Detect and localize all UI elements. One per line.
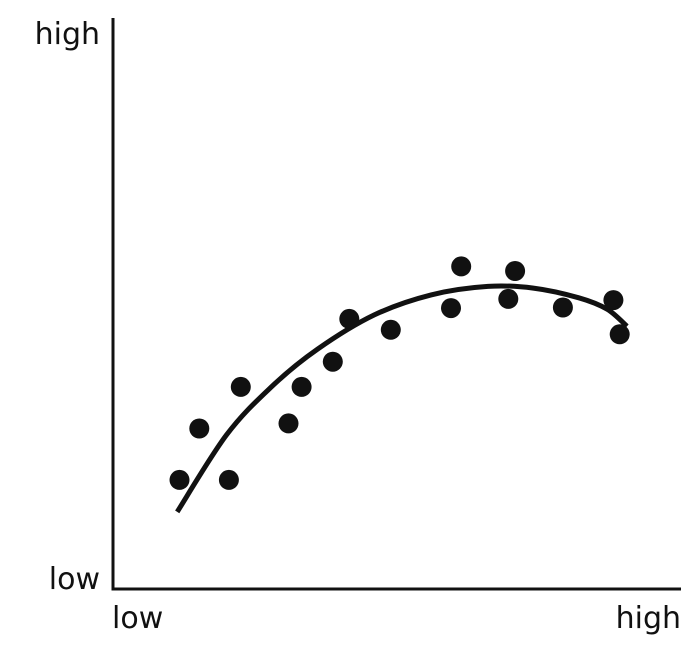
- data-point: [278, 413, 299, 434]
- x-axis-min-label: low: [112, 601, 163, 636]
- x-axis-max-label: high: [616, 601, 681, 636]
- data-point: [230, 376, 251, 397]
- data-point: [451, 256, 472, 277]
- data-point: [189, 418, 210, 439]
- data-point: [552, 297, 573, 318]
- data-point: [498, 288, 519, 309]
- data-point: [339, 308, 360, 329]
- data-point: [322, 351, 343, 372]
- plot-area: [169, 256, 630, 514]
- y-axis-min-label: low: [49, 562, 100, 597]
- data-point: [609, 324, 630, 345]
- y-axis-max-label: high: [35, 17, 100, 52]
- data-point: [291, 376, 312, 397]
- data-point: [218, 469, 239, 490]
- data-point: [441, 298, 461, 319]
- data-point: [505, 261, 526, 281]
- trend-curve: [175, 283, 629, 514]
- data-point: [603, 290, 624, 311]
- data-point: [380, 319, 401, 340]
- data-points: [169, 256, 630, 490]
- data-point: [169, 469, 190, 490]
